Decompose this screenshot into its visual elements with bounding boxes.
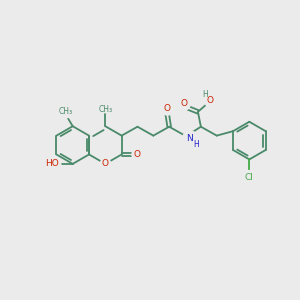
Text: O: O	[181, 99, 188, 108]
Text: O: O	[102, 159, 109, 168]
Text: O: O	[164, 104, 171, 113]
Text: O: O	[206, 97, 213, 106]
Text: HO: HO	[45, 159, 59, 168]
Text: N: N	[187, 134, 194, 143]
Text: H: H	[202, 89, 208, 98]
Text: O: O	[134, 150, 141, 159]
Text: CH₃: CH₃	[98, 105, 112, 114]
Text: H: H	[193, 140, 199, 149]
Text: Cl: Cl	[245, 173, 254, 182]
Text: CH₃: CH₃	[59, 107, 73, 116]
